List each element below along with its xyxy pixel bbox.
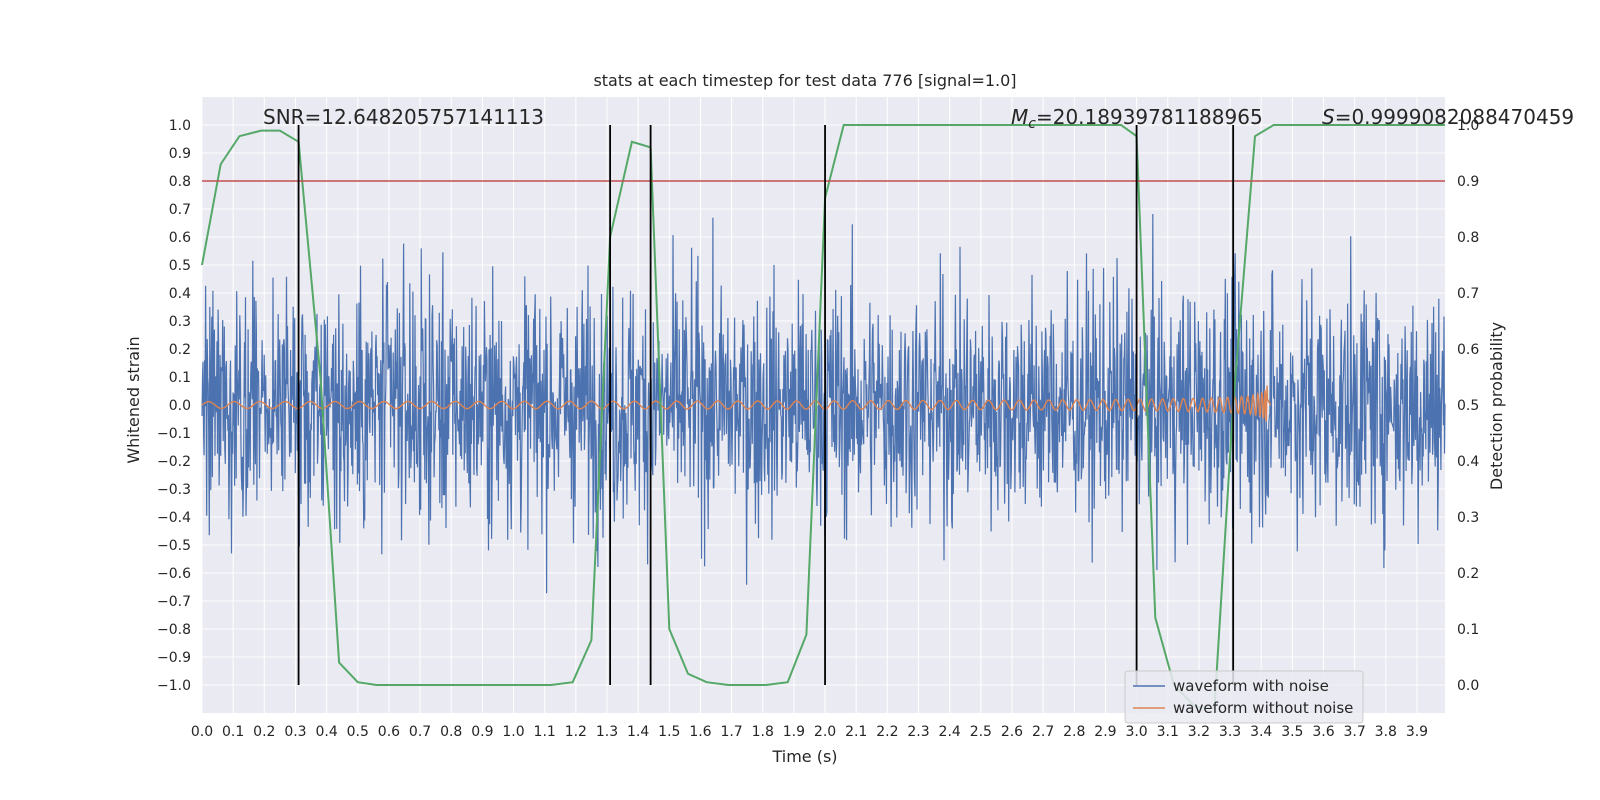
y-tick-label: 0.9 <box>169 146 191 162</box>
y-tick-label: 0.5 <box>169 258 191 274</box>
x-tick-label: 1.5 <box>658 724 680 740</box>
y-tick-label: −0.8 <box>157 622 191 638</box>
chirp-mass-annotation: Mc=20.18939781188965 <box>1011 105 1263 132</box>
x-tick-label: 3.1 <box>1157 724 1179 740</box>
x-tick-label: 2.9 <box>1094 724 1116 740</box>
y2-tick-label: 0.6 <box>1457 342 1479 358</box>
x-tick-label: 1.7 <box>720 724 742 740</box>
y2-tick-label: 0.4 <box>1457 454 1479 470</box>
x-tick-label: 3.5 <box>1281 724 1303 740</box>
y-tick-label: 0.7 <box>169 202 191 218</box>
y-tick-label: 1.0 <box>169 118 191 134</box>
x-tick-label: 2.3 <box>907 724 929 740</box>
x-tick-label: 0.9 <box>471 724 493 740</box>
legend: waveform with noise waveform without noi… <box>1124 670 1364 724</box>
x-tick-label: 2.1 <box>845 724 867 740</box>
y-tick-label: −0.1 <box>157 426 191 442</box>
x-tick-label: 0.6 <box>378 724 400 740</box>
y-tick-label: −0.2 <box>157 454 191 470</box>
x-tick-label: 0.5 <box>347 724 369 740</box>
x-tick-label: 2.5 <box>970 724 992 740</box>
y2-tick-label: 0.9 <box>1457 174 1479 190</box>
y2-tick-label: 0.0 <box>1457 678 1479 694</box>
y-tick-label: 0.4 <box>169 286 191 302</box>
y-tick-label: −0.5 <box>157 538 191 554</box>
y-tick-label: −0.9 <box>157 650 191 666</box>
y2-tick-label: 0.1 <box>1457 622 1479 638</box>
clean-waveform-line <box>201 385 1272 422</box>
x-tick-label: 1.1 <box>534 724 556 740</box>
x-tick-label: 2.2 <box>876 724 898 740</box>
y2-tick-label: 0.5 <box>1457 398 1479 414</box>
x-tick-label: 3.0 <box>1125 724 1147 740</box>
chirp-mass-symbol: M <box>1011 105 1028 129</box>
y2-tick-label: 1.0 <box>1457 118 1479 134</box>
y-tick-label: −0.6 <box>157 566 191 582</box>
snr-annotation: SNR=12.648205757141113 <box>263 105 544 129</box>
x-tick-label: 3.4 <box>1250 724 1272 740</box>
x-tick-label: 0.2 <box>253 724 275 740</box>
chart-title: stats at each timestep for test data 776… <box>593 71 1016 90</box>
score-annotation: S=0.9999082088470459 <box>1322 105 1574 129</box>
x-tick-label: 2.8 <box>1063 724 1085 740</box>
x-tick-label: 1.3 <box>596 724 618 740</box>
x-tick-label: 1.4 <box>627 724 649 740</box>
x-tick-label: 0.4 <box>315 724 337 740</box>
chirp-mass-subscript: c <box>1028 116 1036 132</box>
y2-tick-label: 0.7 <box>1457 286 1479 302</box>
x-axis-label: Time (s) <box>771 747 837 766</box>
x-tick-label: 0.8 <box>440 724 462 740</box>
x-tick-label: 3.9 <box>1406 724 1428 740</box>
y-tick-label: −1.0 <box>157 678 191 694</box>
x-tick-label: 1.6 <box>689 724 711 740</box>
x-tick-label: 0.0 <box>191 724 213 740</box>
y-tick-label: 0.1 <box>169 370 191 386</box>
y-axis-label: Whitened strain <box>124 336 143 463</box>
x-tick-label: 3.2 <box>1188 724 1210 740</box>
x-tick-label: 1.2 <box>565 724 587 740</box>
x-tick-label: 1.8 <box>752 724 774 740</box>
x-tick-label: 0.3 <box>284 724 306 740</box>
legend-noise-label: waveform with noise <box>1173 677 1329 695</box>
y2-tick-label: 0.3 <box>1457 510 1479 526</box>
x-tick-label: 3.8 <box>1375 724 1397 740</box>
x-tick-label: 1.9 <box>783 724 805 740</box>
score-value: =0.9999082088470459 <box>1335 105 1574 129</box>
x-tick-label: 3.7 <box>1344 724 1366 740</box>
y-tick-label: 0.6 <box>169 230 191 246</box>
y2-axis-label: Detection probability <box>1487 322 1506 490</box>
x-tick-label: 0.7 <box>409 724 431 740</box>
x-tick-label: 2.7 <box>1032 724 1054 740</box>
y-tick-label: −0.3 <box>157 482 191 498</box>
score-symbol: S <box>1322 105 1335 129</box>
x-tick-label: 1.0 <box>502 724 524 740</box>
y-tick-label: 0.2 <box>169 342 191 358</box>
chirp-mass-value: =20.18939781188965 <box>1036 105 1263 129</box>
y-tick-label: 0.0 <box>169 398 191 414</box>
x-tick-label: 3.3 <box>1219 724 1241 740</box>
x-tick-label: 3.6 <box>1312 724 1334 740</box>
x-tick-label: 2.4 <box>939 724 961 740</box>
y-tick-label: −0.4 <box>157 510 191 526</box>
y-tick-label: −0.7 <box>157 594 191 610</box>
y2-tick-label: 0.8 <box>1457 230 1479 246</box>
y2-tick-label: 0.2 <box>1457 566 1479 582</box>
x-tick-label: 2.6 <box>1001 724 1023 740</box>
legend-signal-label: waveform without noise <box>1173 699 1353 717</box>
x-tick-label: 2.0 <box>814 724 836 740</box>
y-tick-label: 0.3 <box>169 314 191 330</box>
legend-box <box>1124 670 1364 724</box>
x-tick-label: 0.1 <box>222 724 244 740</box>
y-tick-label: 0.8 <box>169 174 191 190</box>
noisy-waveform-line <box>201 213 1446 594</box>
